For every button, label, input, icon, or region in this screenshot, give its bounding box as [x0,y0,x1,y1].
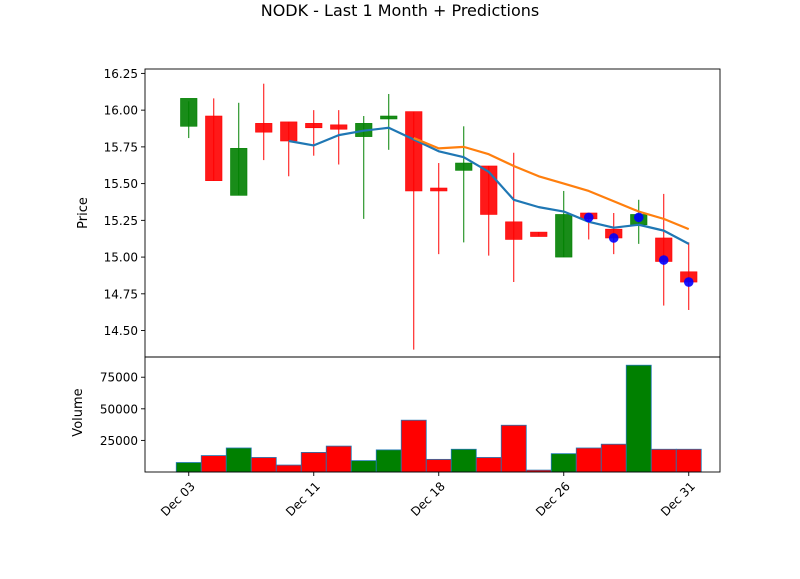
volume-axis-label: Volume [71,388,86,436]
x-tick-label: Dec 03 [158,479,198,519]
volume-tick-label: 75000 [100,371,138,385]
candle-body [205,115,223,181]
volume-bar [500,424,527,473]
volume-bar [675,448,702,473]
candle-body [430,187,448,192]
volume-bar [600,443,627,473]
moving-average-line [288,126,690,245]
candle-body [505,221,523,240]
volume-bar [300,452,327,473]
prediction-marker [658,255,669,265]
candle-body [255,123,273,133]
volume-bar [250,457,277,473]
volume-bar [200,455,227,473]
volume-bar [350,460,377,473]
volume-bar [275,464,302,473]
candle-body [230,148,248,196]
candle-body [330,124,348,130]
price-tick-label: 15.00 [104,251,138,265]
volume-bar [625,364,652,473]
price-tick-label: 16.00 [104,104,138,118]
volume-bar [375,449,402,473]
volume-bar [225,447,252,473]
volume-axes-frame [144,356,721,473]
x-tick-label: Dec 11 [283,479,323,519]
prediction-marker [583,212,594,223]
prediction-marker [633,212,644,223]
volume-bar [575,447,602,473]
chart-title: NODK - Last 1 Month + Predictions [261,1,540,20]
candle-body [455,162,473,171]
candle-body [280,121,298,142]
candle-body [380,115,398,120]
volume-bar [400,419,427,473]
candle-body [530,231,548,237]
volume-tick-label: 25000 [100,434,138,448]
x-tick-label: Dec 26 [533,479,573,519]
prediction-marker [683,277,694,287]
price-tick-label: 15.75 [104,140,138,154]
volume-bar [650,448,677,473]
candle-body [405,111,423,192]
candle-body [180,98,198,127]
price-panel [180,83,698,350]
volume-tick-label: 50000 [100,402,138,416]
price-axes-frame [144,68,721,358]
volume-bar [175,462,202,473]
price-tick-label: 15.50 [104,177,138,191]
volume-bar [425,458,452,473]
x-tick-label: Dec 31 [658,479,698,519]
price-tick-label: 16.25 [104,67,138,81]
volume-panel [175,364,702,473]
volume-bar [475,457,502,473]
prediction-line [413,137,690,231]
volume-bar [550,453,577,473]
price-tick-label: 14.50 [104,324,138,338]
prediction-marker [608,233,619,243]
price-tick-label: 15.25 [104,214,138,228]
x-tick-label: Dec 18 [408,479,448,519]
candle-body [555,214,573,258]
volume-bar [450,448,477,473]
volume-bar [325,445,352,473]
candle-body [305,123,323,129]
price-tick-label: 14.75 [104,287,138,301]
price-axis-label: Price [76,197,91,229]
